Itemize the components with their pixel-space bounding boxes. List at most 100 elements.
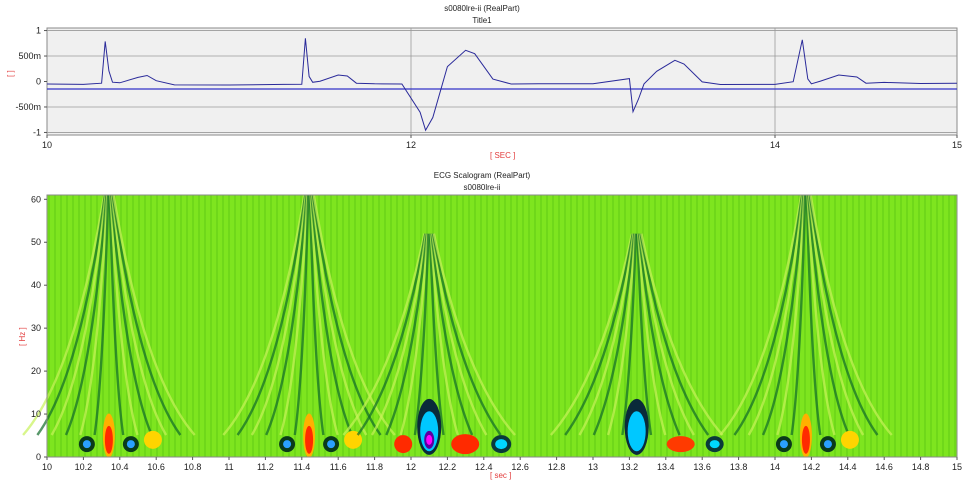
scalogram-features bbox=[22, 194, 893, 458]
scalogram-fan-arc bbox=[807, 194, 865, 436]
chart-2-x-tick-label: 10.6 bbox=[147, 462, 165, 472]
scalogram-fan-arc bbox=[112, 194, 196, 436]
scalogram-fan-arc bbox=[606, 233, 637, 436]
scalogram-blob bbox=[327, 440, 336, 449]
scalogram-fan-arc bbox=[549, 233, 634, 436]
chart-1-x-tick-label: 14 bbox=[770, 140, 780, 150]
chart-2-y-tick-label: 60 bbox=[31, 194, 41, 204]
scalogram-fan-arc bbox=[308, 194, 325, 436]
scalogram-fan-arc bbox=[111, 194, 182, 436]
chart-1-y-tick-label: 1 bbox=[36, 26, 41, 36]
scalogram-blob bbox=[344, 430, 363, 449]
scalogram-fan-arc bbox=[293, 194, 310, 436]
scalogram-fan-arc bbox=[64, 194, 108, 436]
scalogram-fan-arc bbox=[431, 233, 502, 436]
chart-2-x-tick-label: 13.4 bbox=[657, 462, 675, 472]
chart-2-y-tick-label: 30 bbox=[31, 323, 41, 333]
scalogram-fan-arc bbox=[640, 233, 724, 436]
scalogram-fan-arc bbox=[36, 194, 107, 436]
chart-2-x-tick-label: 10.8 bbox=[184, 462, 202, 472]
scalogram-blob bbox=[823, 440, 832, 449]
chart-1-ticks: 1 500m 0 -500m -110 12 14 15 bbox=[15, 26, 962, 150]
ecg-series-line bbox=[46, 38, 958, 132]
scalogram-blob bbox=[394, 435, 413, 454]
scalogram-blob bbox=[82, 440, 91, 449]
scalogram-fan-arc bbox=[428, 233, 445, 436]
scalogram-fan-arc bbox=[265, 194, 308, 436]
chart-2-x-tick-label: 10.4 bbox=[111, 462, 129, 472]
scalogram-blob bbox=[627, 411, 646, 452]
scalogram-blob bbox=[126, 440, 135, 449]
scalogram-fan-arc bbox=[309, 194, 339, 436]
scalogram-fan-arc bbox=[311, 194, 368, 436]
chart-2-y-tick-label: 20 bbox=[31, 366, 41, 376]
scalogram-frame bbox=[46, 194, 958, 458]
scalogram-background bbox=[47, 195, 957, 457]
chart-2-x-tick-label: 14.2 bbox=[803, 462, 821, 472]
scalogram-blob bbox=[104, 425, 113, 454]
scalogram-blob bbox=[495, 439, 508, 450]
scalogram-fan-arc bbox=[807, 194, 850, 436]
chart-2-x-tick-label: 11.6 bbox=[330, 462, 347, 472]
chart-1-title: s0080lre-ii (RealPart) bbox=[444, 4, 520, 13]
scalogram-fan-arc bbox=[431, 233, 488, 436]
scalogram-fan-arc bbox=[809, 194, 893, 436]
scalogram-blob bbox=[305, 425, 314, 454]
scalogram-fan-arc bbox=[430, 233, 474, 436]
scalogram-fan-arc bbox=[636, 233, 653, 436]
scalogram-fan-arc bbox=[621, 233, 638, 436]
scalogram-blob bbox=[283, 440, 292, 449]
scalogram-blob bbox=[666, 436, 695, 453]
scalogram-fan-arc bbox=[250, 194, 308, 436]
chart-2-x-tick-label: 12 bbox=[406, 462, 416, 472]
scalogram-fan-arc bbox=[342, 233, 426, 436]
scalogram-fan-arc bbox=[222, 194, 306, 436]
chart-2-x-tick-label: 15 bbox=[952, 462, 962, 472]
scalogram-fan-arc bbox=[747, 194, 805, 436]
scalogram-blob bbox=[840, 430, 859, 449]
scalogram-fan-arc bbox=[761, 194, 805, 436]
chart-2-xlabel: [ sec ] bbox=[490, 471, 512, 480]
scalogram-fan-arc bbox=[236, 194, 307, 436]
chart-2-x-tick-label: 11.8 bbox=[366, 462, 383, 472]
scalogram-fan-arc bbox=[564, 233, 634, 436]
scalogram-blob bbox=[426, 434, 433, 445]
chart-2-x-tick-label: 11.2 bbox=[257, 462, 274, 472]
scalogram-fan-arc bbox=[310, 194, 354, 436]
scalogram-fan-arc bbox=[639, 233, 710, 436]
chart-1-x-tick-label: 15 bbox=[952, 140, 962, 150]
scalogram-fan-arc bbox=[311, 194, 382, 436]
chart-2-x-tick-label: 13 bbox=[588, 462, 598, 472]
scalogram-fan-arc bbox=[432, 233, 516, 436]
chart-2-y-tick-label: 40 bbox=[31, 280, 41, 290]
chart-2-y-tick-label: 50 bbox=[31, 237, 41, 247]
chart-2-x-tick-label: 14 bbox=[770, 462, 780, 472]
scalogram-fan-arc bbox=[637, 233, 667, 436]
chart-2-x-tick-label: 10 bbox=[42, 462, 52, 472]
scalogram-blob bbox=[143, 430, 162, 449]
scalogram-fan-arc bbox=[22, 194, 106, 436]
scalogram-fan-arc bbox=[578, 233, 635, 436]
chart-1-xlabel: [ SEC ] bbox=[490, 151, 516, 160]
chart-2-x-tick-label: 14.4 bbox=[839, 462, 857, 472]
scalogram-fan-arc bbox=[805, 194, 822, 436]
chart-2-y-tick-label: 0 bbox=[36, 452, 41, 462]
scalogram-fan-arc bbox=[592, 233, 636, 436]
chart-1-y-tick-label: -1 bbox=[33, 127, 41, 137]
chart-2-title: ECG Scalogram (RealPart) bbox=[433, 171, 531, 180]
scalogram-fan-arc bbox=[776, 194, 806, 436]
chart-2-x-tick-label: 14.8 bbox=[912, 462, 930, 472]
chart-2-x-tick-label: 13.8 bbox=[730, 462, 748, 472]
chart-2-x-tick-label: 13.6 bbox=[693, 462, 711, 472]
scalogram-fan-arc bbox=[429, 233, 459, 436]
chart-2-x-tick-label: 12.4 bbox=[475, 462, 493, 472]
chart-2-x-tick-label: 11 bbox=[224, 462, 233, 472]
scalogram-fan-arc bbox=[790, 194, 807, 436]
chart-1-y-tick-label: 0 bbox=[36, 77, 41, 87]
scalogram-fan-arc bbox=[110, 194, 153, 436]
scalogram-fan-arc bbox=[110, 194, 168, 436]
scalogram-fan-arc bbox=[399, 233, 429, 436]
scalogram-fan-arc bbox=[806, 194, 836, 436]
